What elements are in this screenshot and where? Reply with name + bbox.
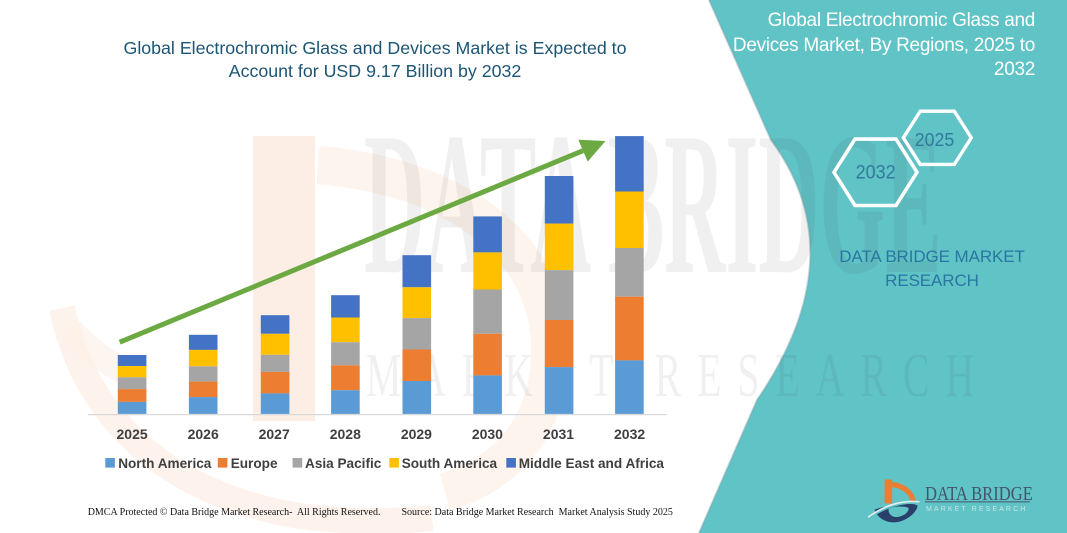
svg-text:MARKET RESEARCH: MARKET RESEARCH [366, 342, 990, 410]
svg-text:2025: 2025 [117, 426, 148, 442]
svg-text:Asia Pacific: Asia Pacific [305, 456, 382, 471]
svg-text:2030: 2030 [472, 426, 503, 442]
svg-text:2032: 2032 [856, 161, 896, 183]
svg-text:2029: 2029 [401, 426, 432, 442]
svg-text:MARKET RESEARCH: MARKET RESEARCH [926, 506, 1027, 513]
svg-text:2028: 2028 [330, 426, 361, 442]
svg-text:Europe: Europe [231, 456, 278, 471]
svg-text:North America: North America [118, 456, 212, 471]
svg-text:2027: 2027 [259, 426, 290, 442]
svg-text:Middle East and Africa: Middle East and Africa [519, 456, 665, 471]
svg-text:2026: 2026 [188, 426, 219, 442]
svg-text:2025: 2025 [915, 129, 955, 150]
svg-text:2032: 2032 [614, 426, 645, 442]
svg-text:2031: 2031 [543, 426, 574, 442]
svg-text:DATA BRIDGE: DATA BRIDGE [925, 482, 1033, 504]
svg-text:South America: South America [402, 456, 498, 471]
